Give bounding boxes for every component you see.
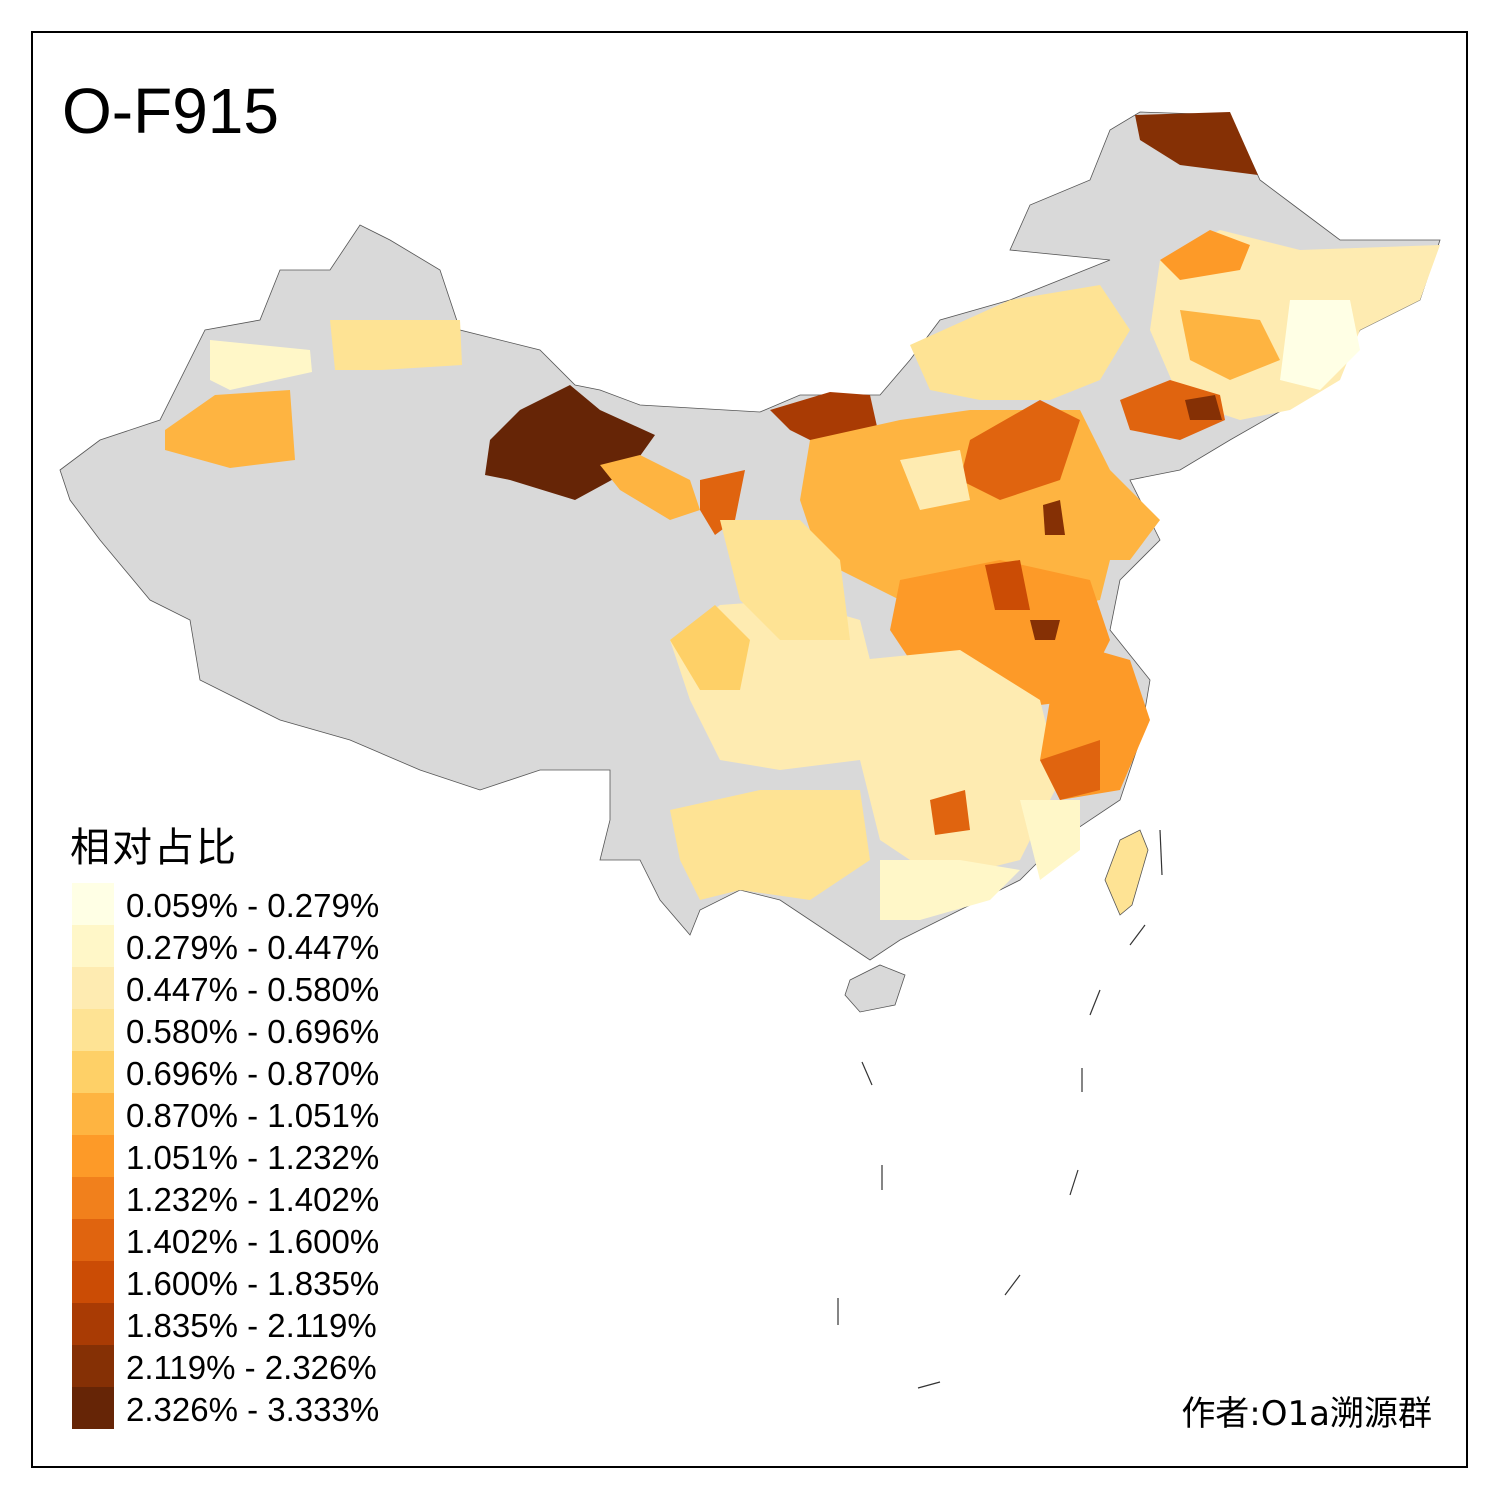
region-yili xyxy=(165,390,295,468)
region-hubei-hunan xyxy=(860,650,1060,880)
region-guangdong xyxy=(880,860,1020,920)
legend-item: 0.580% - 0.696% xyxy=(72,1009,379,1051)
region-taiwan xyxy=(1104,829,1149,916)
legend-label: 1.232% - 1.402% xyxy=(126,1181,380,1218)
legend-item: 0.696% - 0.870% xyxy=(72,1051,379,1093)
legend-item: 2.326% - 3.333% xyxy=(72,1387,379,1429)
region-heilongjiang-west xyxy=(1160,230,1250,280)
legend-swatch xyxy=(72,1387,114,1429)
region-fujian xyxy=(1020,800,1080,880)
region-shandong xyxy=(1080,520,1160,560)
legend-swatch xyxy=(72,1009,114,1051)
legend-label: 0.696% - 0.870% xyxy=(126,1055,380,1092)
legend-label: 0.059% - 0.279% xyxy=(126,887,380,924)
region-shandong-dark xyxy=(1043,500,1065,535)
legend-item: 1.600% - 1.835% xyxy=(72,1261,379,1303)
region-anhui-dark xyxy=(1030,620,1060,640)
legend-swatch xyxy=(72,1093,114,1135)
legend-item: 1.402% - 1.600% xyxy=(72,1219,379,1261)
legend-item: 1.051% - 1.232% xyxy=(72,1135,379,1177)
region-hebei-dark xyxy=(960,400,1080,500)
region-shaanxi xyxy=(720,520,850,640)
region-northern-xinjiang xyxy=(330,320,462,370)
legend-label: 0.447% - 0.580% xyxy=(126,971,380,1008)
legend-item: 1.835% - 2.119% xyxy=(72,1303,379,1345)
legend-swatch xyxy=(72,1135,114,1177)
region-inner-mongolia-east xyxy=(910,285,1130,400)
region-sichuan-west xyxy=(670,605,750,690)
legend-item: 0.870% - 1.051% xyxy=(72,1093,379,1135)
region-hunan-dark xyxy=(930,790,970,835)
region-liaoning-dark xyxy=(1185,395,1222,420)
map-frame xyxy=(31,31,1468,1468)
legend-label: 2.119% - 2.326% xyxy=(126,1349,377,1386)
region-heilongjiang-north xyxy=(1135,112,1258,175)
region-jilin xyxy=(1180,310,1280,380)
region-xinjiang-west xyxy=(210,340,312,390)
map-title: O-F915 xyxy=(62,75,279,147)
region-gansu-mid xyxy=(700,470,745,535)
legend-swatch xyxy=(72,883,114,925)
legend-title: 相对占比 xyxy=(70,825,238,871)
legend-item: 0.447% - 0.580% xyxy=(72,967,379,1009)
legend-item: 1.232% - 1.402% xyxy=(72,1177,379,1219)
region-liaoning xyxy=(1120,380,1225,440)
legend-label: 1.051% - 1.232% xyxy=(126,1139,380,1176)
region-shanxi xyxy=(900,450,970,510)
region-northeast-light xyxy=(1280,300,1360,390)
legend-swatch xyxy=(72,967,114,1009)
author-credit: 作者:O1a溯源群 xyxy=(1181,1394,1432,1434)
region-zhejiang-dark xyxy=(1040,740,1100,800)
region-henan-dark xyxy=(985,560,1030,610)
region-yunnan-guizhou xyxy=(670,790,870,900)
legend-swatch xyxy=(72,1177,114,1219)
legend-swatch xyxy=(72,1219,114,1261)
legend-swatch xyxy=(72,925,114,967)
legend-label: 1.835% - 2.119% xyxy=(126,1307,377,1344)
south-china-sea-islands xyxy=(837,829,1163,1389)
legend-item: 2.119% - 2.326% xyxy=(72,1345,379,1387)
legend-label: 0.279% - 0.447% xyxy=(126,929,380,966)
legend-swatch xyxy=(72,1303,114,1345)
legend-swatch xyxy=(72,1261,114,1303)
legend: 0.059% - 0.279% 0.279% - 0.447% 0.447% - 0… xyxy=(72,883,379,1429)
region-hainan xyxy=(844,964,906,1013)
legend-label: 0.580% - 0.696% xyxy=(126,1013,380,1050)
legend-swatch xyxy=(72,1051,114,1093)
legend-item: 0.059% - 0.279% xyxy=(72,883,379,925)
legend-label: 1.402% - 1.600% xyxy=(126,1223,380,1260)
region-gansu-west xyxy=(600,455,700,520)
legend-label: 2.326% - 3.333% xyxy=(126,1391,380,1428)
legend-swatch xyxy=(72,1345,114,1387)
legend-label: 1.600% - 1.835% xyxy=(126,1265,380,1302)
legend-item: 0.279% - 0.447% xyxy=(72,925,379,967)
region-north-plain xyxy=(800,410,1160,620)
legend-label: 0.870% - 1.051% xyxy=(126,1097,380,1134)
